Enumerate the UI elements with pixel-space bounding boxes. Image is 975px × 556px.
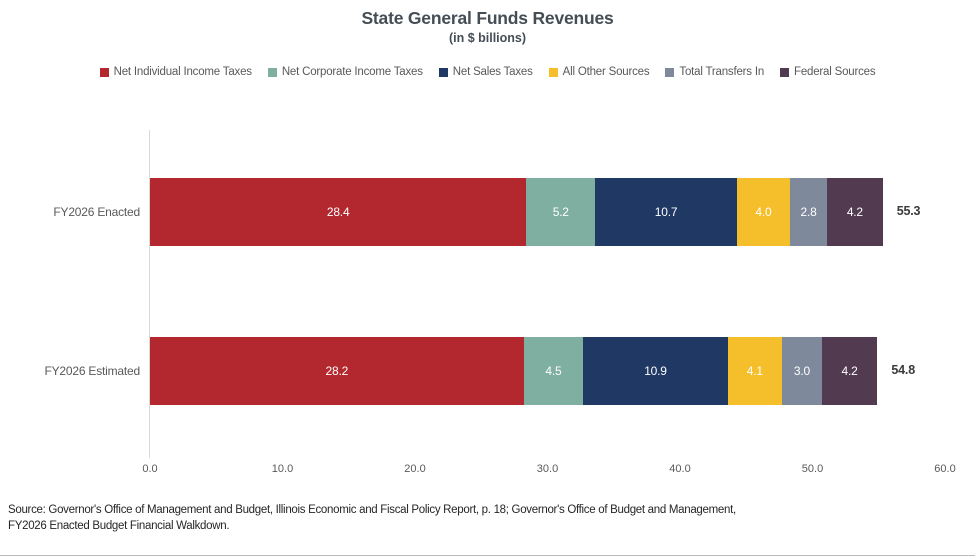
x-axis-tick-label: 60.0 — [934, 463, 956, 475]
legend-item: All Other Sources — [548, 66, 650, 78]
legend-item: Net Sales Taxes — [438, 66, 533, 78]
legend-label: Federal Sources — [794, 66, 876, 78]
legend-swatch-icon — [780, 67, 790, 77]
segment-value-label: 4.0 — [755, 205, 772, 219]
category-label: FY2026 Estimated — [44, 364, 140, 378]
x-axis-tick-label: 20.0 — [404, 463, 426, 475]
segment-value-label: 5.2 — [552, 205, 569, 219]
source-note-line1: Source: Governor's Office of Management … — [8, 504, 736, 516]
segment-value-label: 3.0 — [793, 364, 810, 378]
x-axis-tick-label: 0.0 — [142, 463, 158, 475]
legend-item: Net Corporate Income Taxes — [267, 66, 423, 78]
bar-segment: 4.2 — [821, 337, 878, 405]
x-axis-tick-label: 30.0 — [536, 463, 559, 475]
x-axis-tick-label: 50.0 — [801, 463, 824, 475]
bar-segment: 3.0 — [782, 337, 822, 405]
y-axis-line — [149, 130, 150, 458]
bar-row: FY2026 Estimated 28.2 4.5 10.9 4.1 3.0 4.2 54.8 — [0, 337, 975, 405]
chart-title: State General Funds Revenues — [361, 8, 614, 28]
x-axis-tick-label: 40.0 — [669, 463, 691, 475]
legend-swatch-icon — [99, 67, 109, 77]
segment-value-label: 4.1 — [746, 364, 763, 378]
category-label: FY2026 Enacted — [53, 205, 140, 219]
legend-label: Total Transfers In — [679, 66, 765, 78]
legend-item: Net Individual Income Taxes — [99, 66, 252, 78]
segment-value-label: 10.9 — [644, 364, 667, 378]
bar-segment: 4.0 — [736, 178, 790, 246]
bar-segment: 4.5 — [523, 337, 584, 405]
segment-value-label: 28.4 — [326, 205, 350, 219]
legend-swatch-icon — [665, 67, 675, 77]
legend-label: Net Sales Taxes — [452, 66, 533, 78]
segment-value-label: 4.2 — [846, 205, 863, 219]
source-note-line2: FY2026 Enacted Budget Financial Walkdown… — [8, 520, 230, 532]
chart-legend: Net Individual Income Taxes Net Corporate… — [0, 66, 975, 78]
segment-value-label: 4.5 — [545, 364, 562, 378]
legend-item: Total Transfers In — [665, 66, 764, 78]
bar-segment: 2.8 — [789, 178, 828, 246]
legend-swatch-icon — [267, 67, 277, 77]
segment-value-label: 4.2 — [841, 364, 858, 378]
segment-value-label: 2.8 — [800, 205, 817, 219]
bar-segment: 5.2 — [526, 178, 596, 246]
legend-label: Net Corporate Income Taxes — [281, 66, 423, 78]
legend-label: All Other Sources — [562, 66, 650, 78]
chart-subtitle: (in $ billions) — [448, 31, 527, 45]
legend-swatch-icon — [548, 67, 558, 77]
bar-segment: 4.1 — [727, 337, 782, 405]
bar-segment: 4.2 — [827, 178, 883, 246]
x-axis-tick-label: 10.0 — [271, 463, 294, 475]
bar-total-label: 55.3 — [896, 204, 921, 218]
legend-label: Net Individual Income Taxes — [113, 66, 252, 78]
bar-segment: 10.7 — [595, 178, 737, 246]
bar-segment: 10.9 — [583, 337, 728, 405]
bar-total-label: 54.8 — [891, 363, 915, 377]
bar-segment: 28.4 — [150, 178, 527, 246]
bar-row: FY2026 Enacted 28.4 5.2 10.7 4.0 2.8 4.2 55.3 — [0, 178, 975, 246]
bar-segment: 28.2 — [150, 337, 524, 405]
segment-value-label: 28.2 — [325, 364, 349, 378]
legend-item: Federal Sources — [780, 66, 876, 78]
segment-value-label: 10.7 — [654, 205, 678, 219]
legend-swatch-icon — [438, 67, 448, 77]
